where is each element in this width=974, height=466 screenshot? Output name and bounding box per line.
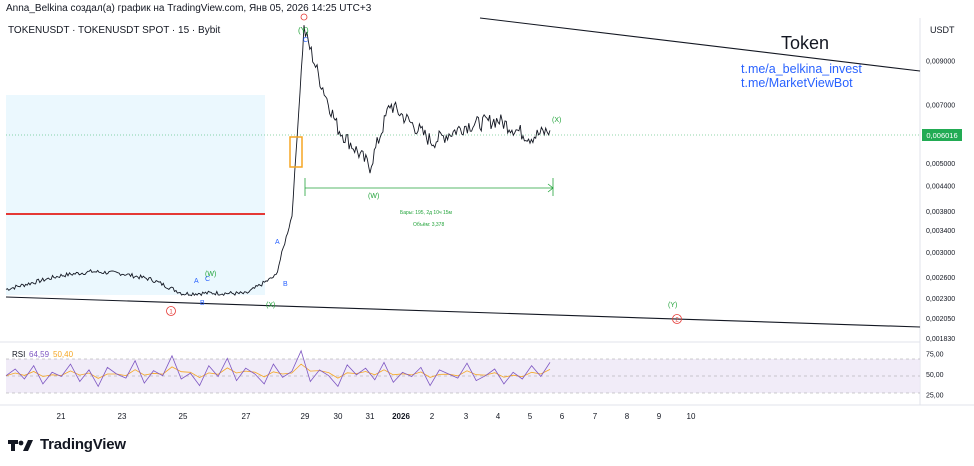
y-tick-label: 0,002300 xyxy=(926,296,955,303)
y-tick-label: 0,007000 xyxy=(926,102,955,109)
chart-author-line: Anna_Belkina создал(а) график на Trading… xyxy=(6,3,372,14)
tradingview-logo[interactable]: TradingView xyxy=(8,436,126,453)
tradingview-logo-icon xyxy=(8,439,33,451)
measure-volume-text: Объём: 3,378 xyxy=(413,222,444,228)
wave-label-y-top[interactable]: (Y) xyxy=(298,26,309,35)
y-tick-label: 0,003400 xyxy=(926,228,955,235)
wave-label-x-bottom[interactable]: (X) xyxy=(266,302,275,309)
x-tick-label: 4 xyxy=(496,412,501,421)
x-tick-label: 10 xyxy=(687,412,696,421)
y-tick-label: 0,003800 xyxy=(926,209,955,216)
rsi-line xyxy=(5,349,551,388)
circle-label-1[interactable]: 1 xyxy=(166,306,176,316)
y-tick-label: 0,004400 xyxy=(926,183,955,190)
x-tick-label: 7 xyxy=(593,412,598,421)
y-tick-label: 0,002050 xyxy=(926,316,955,323)
telegram-link-2[interactable]: t.me/MarketViewBot xyxy=(741,76,853,90)
wave-label-b-mid[interactable]: B xyxy=(283,281,288,288)
measure-bars-text: Бары: 195, 2д 10ч 15м xyxy=(400,210,453,216)
rsi-axis[interactable]: 75,00 50,00 25,00 xyxy=(926,351,944,399)
upper-trend-line[interactable] xyxy=(479,17,921,72)
wave-label-w-mid[interactable]: (W) xyxy=(368,193,379,200)
y-tick-label: 0,009000 xyxy=(926,59,955,66)
x-tick-label: 9 xyxy=(657,412,662,421)
svg-text:64,59: 64,59 xyxy=(29,350,50,359)
currency-label[interactable]: USDT xyxy=(930,25,955,35)
rsi-legend[interactable]: RSI 64,59 50,40 xyxy=(12,350,74,359)
last-price-badge[interactable]: 0,006016 xyxy=(922,129,962,141)
x-tick-label: 30 xyxy=(334,412,343,421)
y-tick-label: 0,001830 xyxy=(926,336,955,343)
x-tick-label: 25 xyxy=(179,412,188,421)
rsi-tick-label: 25,00 xyxy=(926,393,944,400)
x-tick-label: 31 xyxy=(366,412,375,421)
wave-label-x-right[interactable]: (X) xyxy=(552,117,561,124)
lower-trend-line[interactable] xyxy=(5,296,921,328)
token-label[interactable]: Token xyxy=(781,33,829,53)
wave-label-w-left[interactable]: (W) xyxy=(205,271,216,278)
x-tick-label: 2026 xyxy=(392,412,410,421)
y-tick-label: 0,003000 xyxy=(926,250,955,257)
telegram-link-1[interactable]: t.me/a_belkina_invest xyxy=(741,62,862,76)
circle-label-2[interactable]: 2 xyxy=(672,314,682,324)
highlight-zone[interactable] xyxy=(6,95,265,295)
x-tick-label: 27 xyxy=(242,412,251,421)
symbol-legend[interactable]: TOKENUSDT · TOKENUSDT SPOT · 15 · Bybit xyxy=(8,25,221,36)
svg-text:1: 1 xyxy=(169,310,173,316)
x-tick-label: 5 xyxy=(528,412,533,421)
svg-text:2: 2 xyxy=(675,318,679,324)
svg-text:50,40: 50,40 xyxy=(53,350,74,359)
wave-label-c-top[interactable]: C xyxy=(303,37,308,44)
x-tick-label: 3 xyxy=(464,412,469,421)
wave-label-c-left[interactable]: C xyxy=(205,276,210,283)
wave-label-a-left[interactable]: A xyxy=(194,278,199,285)
x-tick-label: 6 xyxy=(560,412,565,421)
y-tick-label: 0,005000 xyxy=(926,161,955,168)
rsi-tick-label: 75,00 xyxy=(926,351,944,358)
time-axis[interactable]: 21 23 25 27 29 30 31 2026 2 3 4 5 6 7 8 9 10 xyxy=(57,412,696,421)
x-tick-label: 8 xyxy=(625,412,630,421)
price-axis[interactable]: 0,0090000,0070000,0060000,0050000,004400… xyxy=(926,59,955,343)
orange-box[interactable] xyxy=(289,136,303,168)
date-range-tool[interactable] xyxy=(304,178,554,196)
wave-label-b-left[interactable]: B xyxy=(200,300,205,307)
wave-label-a-mid[interactable]: A xyxy=(275,239,280,246)
svg-text:RSI: RSI xyxy=(12,350,25,359)
x-tick-label: 21 xyxy=(57,412,66,421)
price-line xyxy=(5,25,551,297)
tradingview-brand: TradingView xyxy=(40,436,126,453)
circle-marker-top[interactable] xyxy=(300,13,308,21)
rsi-tick-label: 50,00 xyxy=(926,372,944,379)
x-tick-label: 2 xyxy=(430,412,435,421)
svg-text:0,006016: 0,006016 xyxy=(926,131,957,140)
x-tick-label: 29 xyxy=(301,412,310,421)
x-tick-label: 23 xyxy=(118,412,127,421)
wave-label-y-bottom[interactable]: (Y) xyxy=(668,302,677,309)
y-tick-label: 0,002600 xyxy=(926,275,955,282)
